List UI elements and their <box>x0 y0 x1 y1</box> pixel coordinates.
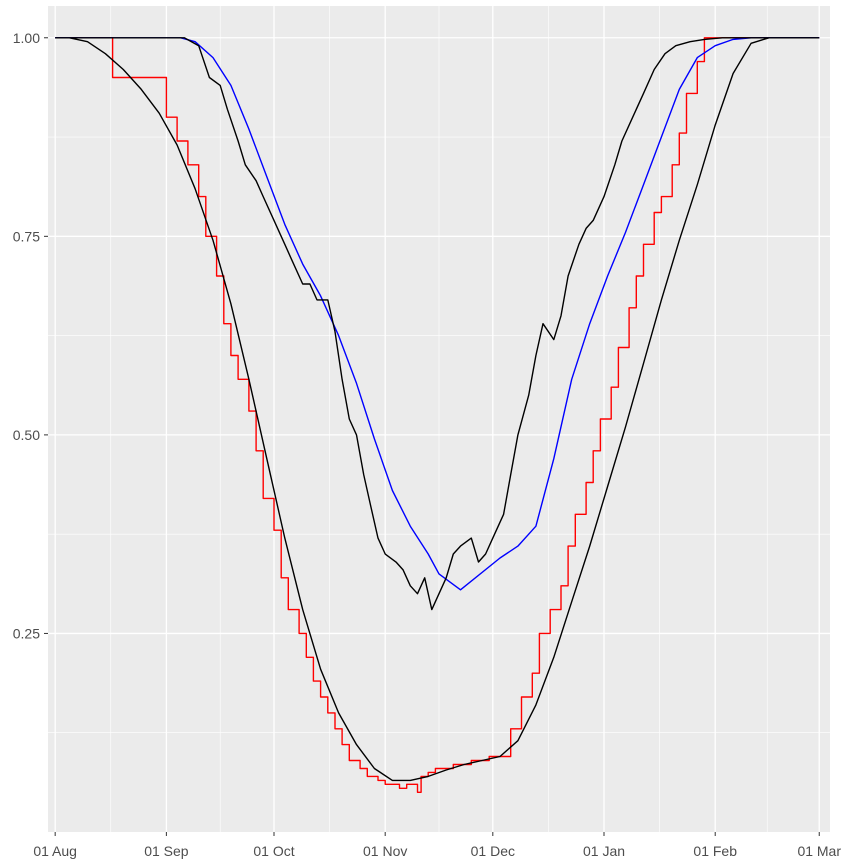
y-tick-label: 0.50 <box>13 427 40 443</box>
y-tick-label: 1.00 <box>13 30 40 46</box>
x-tick-labels: 01 Aug 01 Sep 01 Oct 01 Nov 01 Dec 01 Jan 01 F… <box>33 843 841 859</box>
x-tick-label: 01 Dec <box>471 843 515 859</box>
x-tick-label: 01 Aug <box>33 843 77 859</box>
x-tick-label: 01 Nov <box>363 843 407 859</box>
minor-gridlines <box>48 6 830 832</box>
y-tick-label: 0.25 <box>13 625 40 641</box>
series-line-1 <box>55 37 820 793</box>
series-layer <box>55 37 820 793</box>
major-gridlines <box>48 6 830 832</box>
series-line-3 <box>55 37 820 591</box>
x-tick-label: 01 Feb <box>693 843 737 859</box>
series-line-4 <box>55 37 820 611</box>
y-tick-label: 0.75 <box>13 228 40 244</box>
x-tick-label: 01 Jan <box>583 843 625 859</box>
axis-ticks <box>44 37 820 836</box>
x-tick-label: 01 Mar <box>797 843 841 859</box>
y-tick-labels: 0.25 0.50 0.75 1.00 <box>13 30 40 642</box>
x-tick-label: 01 Sep <box>144 843 189 859</box>
x-tick-label: 01 Oct <box>253 843 294 859</box>
series-line-2 <box>55 37 820 782</box>
